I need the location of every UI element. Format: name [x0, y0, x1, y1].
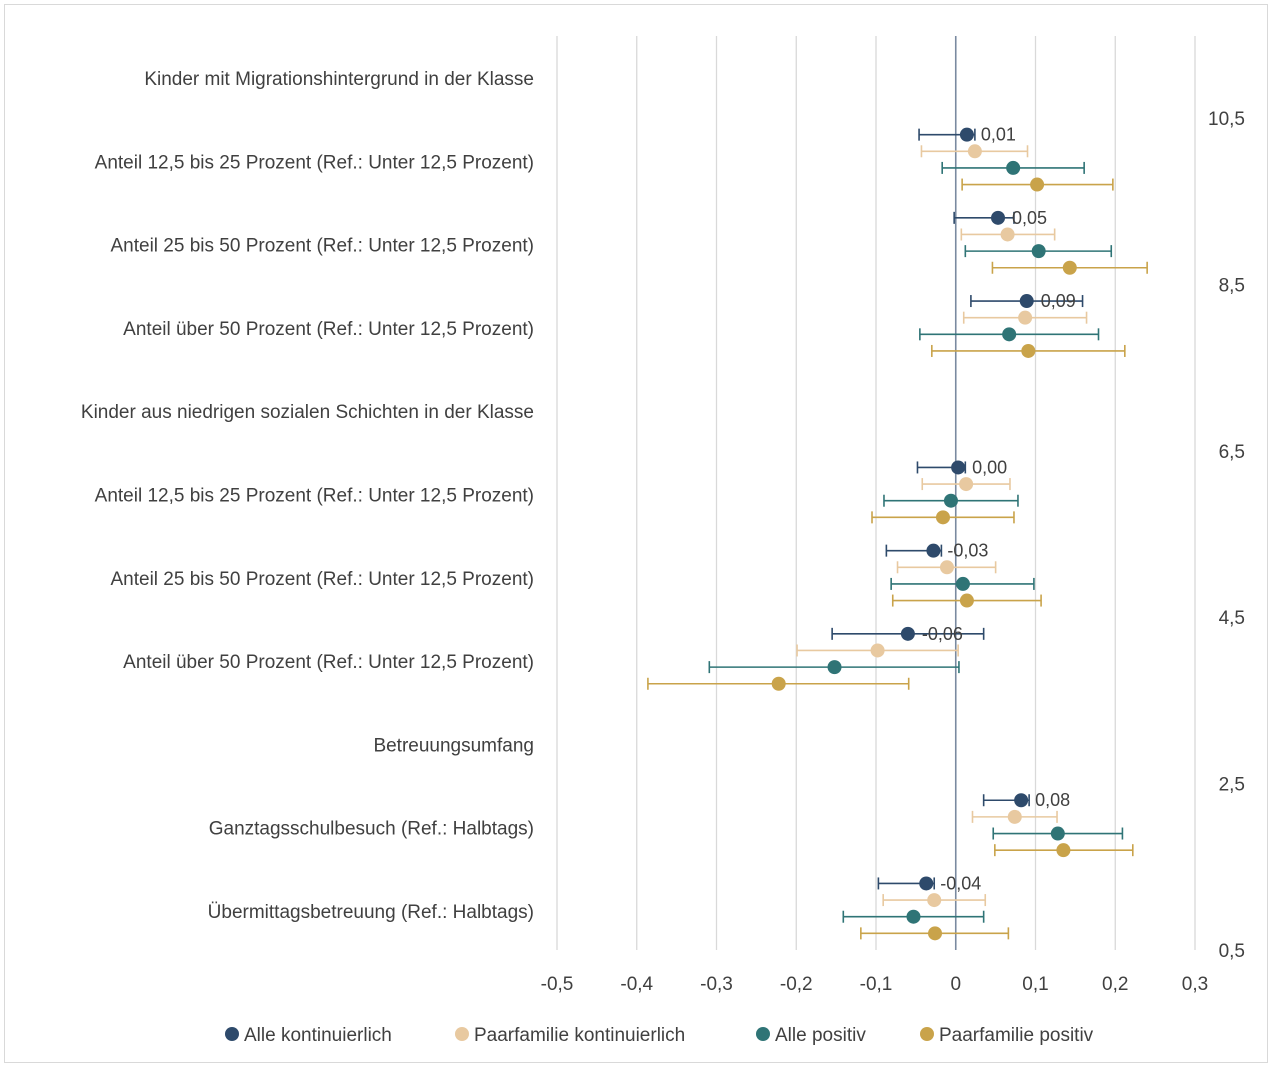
data-label: -0,04	[940, 873, 981, 893]
legend-marker	[920, 1027, 934, 1041]
legend-label: Alle kontinuierlich	[244, 1025, 392, 1046]
data-point	[870, 643, 885, 658]
category-label: Anteil 25 bis 50 Prozent (Ref.: Unter 12…	[111, 236, 535, 257]
data-point	[1062, 260, 1077, 275]
category-label: Anteil 12,5 bis 25 Prozent (Ref.: Unter …	[95, 486, 534, 507]
data-point	[927, 893, 942, 908]
series-3	[647, 177, 1148, 941]
data-point	[1031, 244, 1046, 259]
legend-label: Paarfamilie positiv	[939, 1025, 1094, 1046]
gridlines	[556, 36, 1196, 950]
category-label: Übermittagsbetreuung (Ref.: Halbtags)	[208, 902, 534, 923]
legend: Alle kontinuierlich Paarfamilie kontinuie…	[225, 1025, 1094, 1046]
data-point	[1050, 826, 1065, 841]
data-point	[919, 876, 934, 891]
legend-label: Alle positiv	[775, 1025, 866, 1046]
data-point	[955, 576, 970, 591]
series-2	[708, 160, 1124, 924]
data-label: 0,08	[1035, 790, 1070, 810]
series-1	[796, 144, 1088, 908]
data-point	[991, 210, 1006, 225]
data-label: -0,03	[947, 541, 988, 561]
data-label: -0,06	[922, 624, 963, 644]
data-point	[1019, 294, 1034, 309]
legend-marker	[756, 1027, 770, 1041]
x-tick-label: -0,1	[860, 974, 893, 995]
x-tick-label: -0,4	[620, 974, 653, 995]
y2-tick-label: 2,5	[1219, 775, 1245, 796]
legend-marker	[225, 1027, 239, 1041]
data-point	[1030, 177, 1045, 192]
category-label: Kinder mit Migrationshintergrund in der …	[144, 69, 534, 90]
x-tick-label: 0,1	[1022, 974, 1048, 995]
data-point	[1007, 809, 1022, 824]
data-point	[1021, 343, 1036, 358]
data-label: 0,05	[1012, 208, 1047, 228]
data-point	[1018, 310, 1033, 325]
category-label: Anteil über 50 Prozent (Ref.: Unter 12,5…	[123, 319, 534, 340]
data-point	[959, 477, 974, 492]
legend-item: Paarfamilie kontinuierlich	[455, 1025, 685, 1046]
category-label: Ganztagsschulbesuch (Ref.: Halbtags)	[209, 819, 534, 840]
chart-frame	[4, 4, 1268, 1063]
legend-label: Paarfamilie kontinuierlich	[474, 1025, 685, 1046]
x-tick-label: 0	[950, 974, 961, 995]
series-marks	[647, 127, 1148, 941]
x-tick-label: 0,3	[1182, 974, 1208, 995]
x-axis-ticks: -0,5 -0,4 -0,3 -0,2 -0,1 0 0,1 0,2 0,3	[541, 974, 1209, 995]
category-label: Betreuungsumfang	[373, 735, 534, 756]
data-point	[959, 127, 974, 142]
data-point	[906, 909, 921, 924]
legend-item: Paarfamilie positiv	[920, 1025, 1094, 1046]
y2-tick-label: 0,5	[1219, 941, 1245, 962]
category-label: Anteil 12,5 bis 25 Prozent (Ref.: Unter …	[95, 152, 534, 173]
data-point	[1056, 843, 1071, 858]
secondary-y-axis-ticks: 0,5 2,5 4,5 6,5 8,5 10,5	[1208, 109, 1245, 962]
data-point	[935, 510, 950, 525]
x-tick-label: -0,3	[700, 974, 733, 995]
data-label: 0,09	[1041, 291, 1076, 311]
x-tick-label: -0,2	[780, 974, 813, 995]
data-point	[951, 460, 966, 475]
series-0	[831, 127, 1084, 891]
y2-tick-label: 4,5	[1219, 608, 1245, 629]
data-point	[1006, 160, 1021, 175]
data-point	[1002, 327, 1017, 342]
legend-item: Alle positiv	[756, 1025, 866, 1046]
y2-tick-label: 6,5	[1219, 442, 1245, 463]
data-point	[959, 593, 974, 608]
data-point	[1000, 227, 1015, 242]
data-point	[928, 926, 943, 941]
data-point	[827, 660, 842, 675]
category-label: Kinder aus niedrigen sozialen Schichten …	[81, 402, 534, 423]
x-tick-label: -0,5	[541, 974, 574, 995]
legend-marker	[455, 1027, 469, 1041]
data-point	[1014, 793, 1029, 808]
category-label: Anteil über 50 Prozent (Ref.: Unter 12,5…	[123, 652, 534, 673]
data-point	[900, 626, 915, 641]
data-label: 0,01	[981, 125, 1016, 145]
y2-tick-label: 8,5	[1219, 275, 1245, 296]
category-label: Anteil 25 bis 50 Prozent (Ref.: Unter 12…	[111, 569, 535, 590]
data-labels: 0,01 0,05 0,09 0,00 -0,03 -0,06 0,08 -0,04	[922, 125, 1076, 894]
data-label: 0,00	[972, 457, 1007, 477]
data-point	[926, 543, 941, 558]
data-point	[939, 560, 954, 575]
y2-tick-label: 10,5	[1208, 109, 1245, 130]
x-tick-label: 0,2	[1102, 974, 1128, 995]
legend-item: Alle kontinuierlich	[225, 1025, 392, 1046]
data-point	[771, 676, 786, 691]
data-point	[967, 144, 982, 159]
category-labels: Kinder mit Migrationshintergrund in der …	[81, 69, 534, 923]
data-point	[943, 493, 958, 508]
